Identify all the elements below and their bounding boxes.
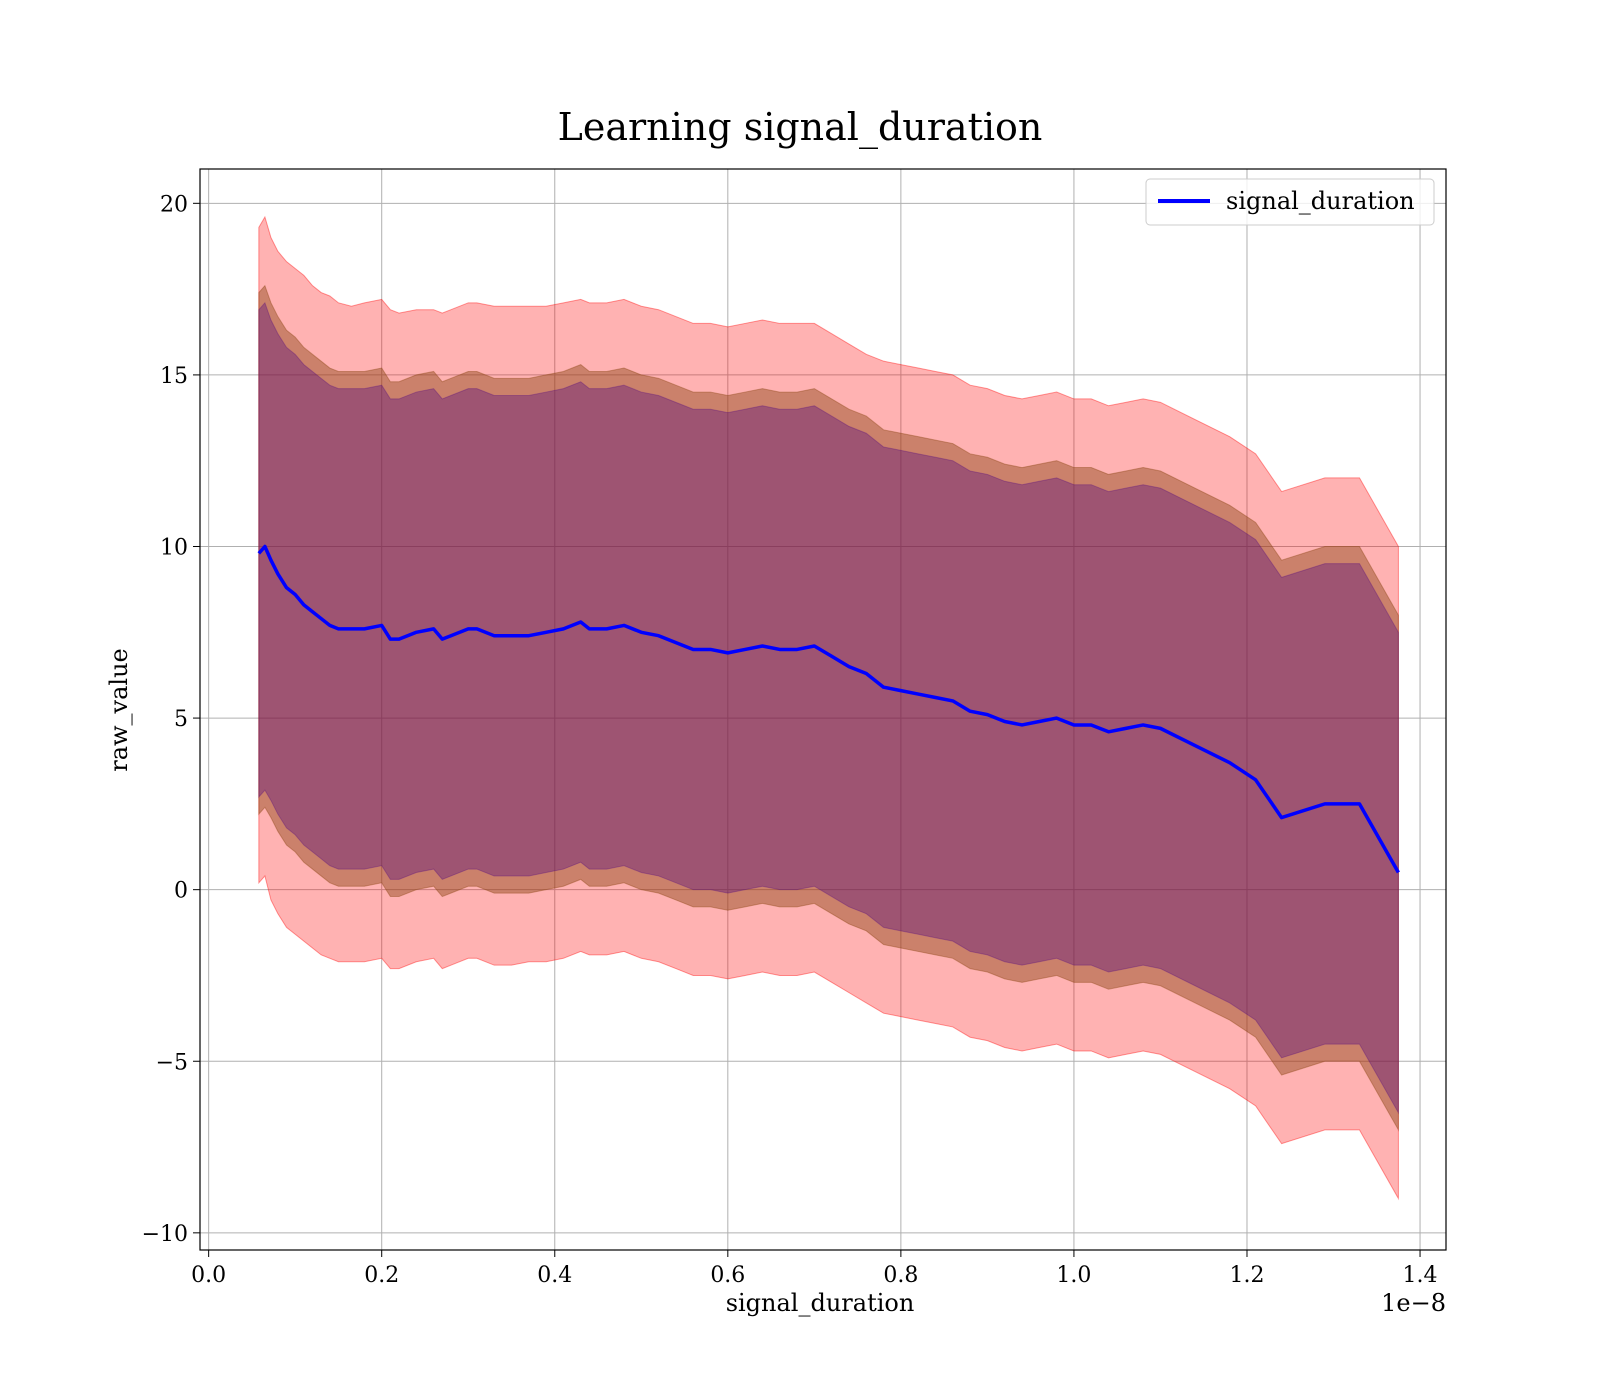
y-axis-label: raw_value <box>105 648 133 772</box>
y-tick-label: −5 <box>156 1050 188 1075</box>
y-tick-label: 5 <box>174 707 188 732</box>
y-tick-label: −10 <box>142 1222 188 1247</box>
x-tick-label: 1.4 <box>1403 1263 1438 1288</box>
y-tick-label: 0 <box>174 879 188 904</box>
plot-frame <box>199 168 1447 1251</box>
grid-lines <box>200 169 1446 1250</box>
chart-title: Learning signal_duration <box>558 105 1043 150</box>
legend-entry-signal-duration: signal_duration <box>1226 187 1415 215</box>
x-tick-label: 0.8 <box>883 1263 918 1288</box>
y-tick-label: 15 <box>160 364 188 389</box>
x-tick-label: 0.4 <box>537 1263 572 1288</box>
legend-box <box>1145 178 1435 226</box>
x-tick-label: 0.0 <box>191 1263 226 1288</box>
band-middle <box>258 284 1399 1132</box>
y-tick-label: 10 <box>160 535 188 560</box>
x-tick-label: 1.0 <box>1056 1263 1091 1288</box>
series-lines <box>257 544 1400 874</box>
x-axis-offset-label: 1e−8 <box>1381 1289 1446 1317</box>
y-axis-ticks: −10 −5 0 5 10 15 20 <box>142 192 200 1247</box>
x-tick-label: 0.6 <box>710 1263 745 1288</box>
legend: signal_duration <box>1145 178 1435 226</box>
x-axis-label: signal_duration <box>726 1289 915 1317</box>
x-tick-label: 0.2 <box>364 1263 399 1288</box>
confidence-bands <box>258 215 1399 1201</box>
band-inner <box>258 301 1399 1115</box>
band-outer <box>258 215 1399 1201</box>
x-tick-label: 1.2 <box>1229 1263 1264 1288</box>
series-line-signal-duration <box>257 544 1400 874</box>
y-tick-label: 20 <box>160 192 188 217</box>
x-axis-ticks: 0.0 0.2 0.4 0.6 0.8 1.0 1.2 1.4 <box>191 1250 1438 1288</box>
